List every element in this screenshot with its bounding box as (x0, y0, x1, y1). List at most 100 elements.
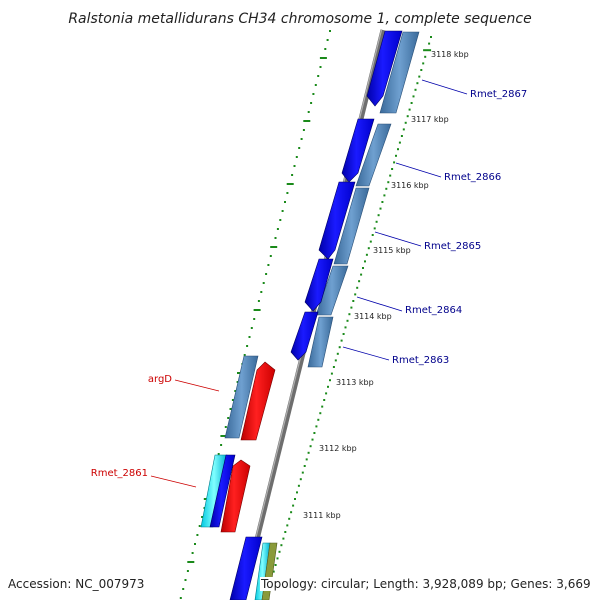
tick-mark (402, 128, 405, 131)
ruler-label: 3114 kbp (354, 312, 392, 321)
tick-mark (330, 372, 333, 375)
ruler-label: 3112 kbp (319, 444, 357, 453)
gc-dot (284, 201, 286, 203)
gene-label-rmet-2866[interactable]: Rmet_2866 (444, 172, 501, 183)
gene-rmet-2861-inner[interactable] (209, 454, 236, 528)
tick-mark (325, 392, 328, 395)
gene-red-1[interactable] (240, 361, 276, 441)
tick-mark (332, 366, 335, 368)
gene-cyan-bottom[interactable] (254, 542, 271, 600)
tick-mark (346, 319, 349, 322)
tick-mark (321, 405, 324, 408)
gene-label-rmet-2863[interactable]: Rmet_2863 (392, 355, 449, 366)
tick-mark (278, 550, 281, 553)
gc-dot (220, 444, 223, 446)
gene-rmet-2865[interactable] (333, 187, 370, 265)
gc-dot (302, 129, 305, 131)
tick-mark (424, 55, 427, 58)
tick-mark (292, 504, 295, 507)
tick-mark (284, 531, 287, 533)
tick-mark (408, 108, 411, 111)
gc-dot (198, 525, 201, 527)
gc-dot (307, 111, 310, 113)
tick-mark (422, 62, 425, 65)
leader-line (342, 346, 390, 361)
gc-dot (194, 543, 196, 545)
tick-mark (276, 557, 279, 560)
gc-dot (191, 552, 194, 554)
tick-mark (313, 432, 316, 434)
gene-arrow-2[interactable] (341, 118, 375, 183)
gene-label-rmet-2861[interactable]: Rmet_2861 (91, 468, 148, 479)
tick-mark (369, 240, 372, 243)
gene-labels: Rmet_2867 Rmet_2866 Rmet_2865 Rmet_2864 … (91, 89, 527, 479)
tick-mark (290, 511, 293, 514)
ruler-label: 3115 kbp (373, 246, 411, 255)
tick-mark (430, 36, 432, 38)
ruler-labels: 3118 kbp 3117 kbp 3116 kbp 3115 kbp 3114… (303, 50, 469, 520)
gene-arrow-3[interactable] (318, 181, 356, 260)
forward-genes (229, 30, 403, 600)
gc-dot (217, 453, 220, 455)
gc-dot (248, 336, 251, 338)
gc-dot (276, 228, 279, 230)
gene-rmet-2863[interactable] (307, 316, 334, 368)
red-genes (220, 361, 276, 533)
tick-mark (323, 399, 326, 401)
gc-dot (253, 318, 256, 320)
gc-dot (234, 390, 237, 392)
gene-label-rmet-2865[interactable]: Rmet_2865 (424, 241, 481, 252)
leader-line (150, 475, 197, 488)
gc-dot (281, 210, 284, 212)
gc-dot (184, 579, 187, 581)
gene-argd[interactable] (224, 355, 259, 439)
tick-mark (297, 484, 300, 487)
tick-mark (360, 273, 363, 276)
gc-dot (201, 516, 204, 518)
tick-mark (375, 220, 378, 223)
gc-dot (310, 102, 313, 104)
tick-mark (317, 418, 320, 421)
gene-arrow-4[interactable] (304, 258, 334, 312)
tick-mark (307, 451, 310, 454)
tick-mark (423, 49, 432, 52)
tick-mark (410, 102, 413, 104)
tick-mark (404, 121, 407, 124)
tick-mark (282, 537, 285, 540)
tick-mark (344, 326, 347, 329)
ruler-label: 3113 kbp (336, 378, 374, 387)
gene-rmet-2861-group[interactable] (200, 454, 236, 528)
tick-mark (383, 194, 386, 197)
gene-arrow-6[interactable] (229, 536, 263, 600)
gene-red-2[interactable] (220, 459, 251, 533)
gene-arrow-5[interactable] (290, 311, 319, 361)
tick-mark (420, 69, 423, 71)
gc-dot (262, 282, 265, 284)
tick-mark (371, 234, 374, 236)
gene-label-rmet-2867[interactable]: Rmet_2867 (470, 89, 527, 100)
gene-rmet-2866[interactable] (355, 123, 392, 187)
reverse-genes (224, 31, 420, 439)
gene-arrow-1[interactable] (366, 30, 403, 107)
tick-mark (389, 174, 392, 177)
ruler-label: 3117 kbp (411, 115, 449, 124)
gene-label-rmet-2864[interactable]: Rmet_2864 (405, 305, 462, 316)
tick-mark (412, 95, 415, 98)
tick-mark (387, 181, 390, 184)
tick-mark (406, 115, 409, 118)
gene-rmet-2867[interactable] (379, 31, 420, 114)
tick-mark (391, 168, 394, 170)
tick-mark (381, 201, 384, 203)
gc-dot (187, 561, 195, 563)
tick-mark (315, 425, 318, 428)
gc-dot (298, 147, 301, 149)
gc-dot (253, 309, 261, 311)
gene-label-argd[interactable]: argD (148, 374, 172, 385)
gc-dot (295, 156, 298, 158)
map-title: Ralstonia metallidurans CH34 chromosome … (68, 11, 531, 27)
tick-mark (367, 247, 370, 250)
tick-mark (303, 465, 306, 467)
gc-dot (186, 570, 189, 572)
tick-mark (385, 187, 388, 190)
tick-mark (301, 471, 304, 474)
